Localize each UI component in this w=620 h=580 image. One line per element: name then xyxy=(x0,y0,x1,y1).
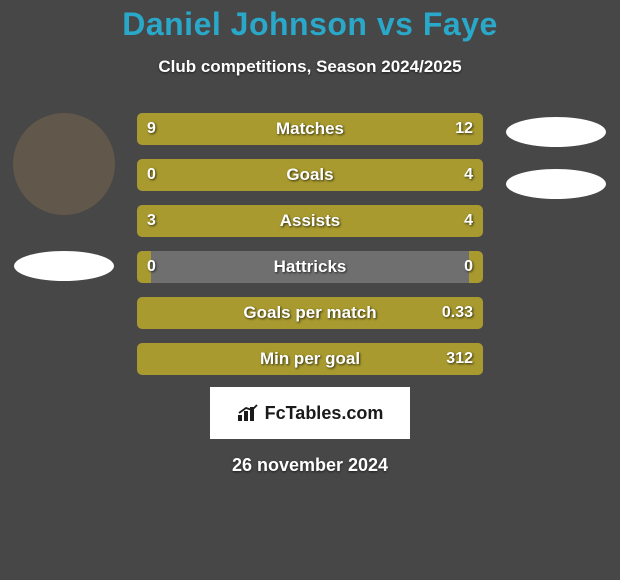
stat-value-left: 0 xyxy=(147,159,156,191)
stat-row: 0.33Goals per match xyxy=(137,297,483,329)
stat-value-right: 4 xyxy=(464,205,473,237)
player1-column xyxy=(9,113,119,281)
subtitle: Club competitions, Season 2024/2025 xyxy=(0,57,620,77)
brand-badge: FcTables.com xyxy=(210,387,410,439)
stat-value-right: 312 xyxy=(446,343,473,375)
player2-column xyxy=(501,113,611,199)
stat-label: Hattricks xyxy=(137,251,483,283)
page-title: Daniel Johnson vs Faye xyxy=(0,6,620,43)
title-player1: Daniel Johnson xyxy=(122,6,367,42)
player2-flag-2 xyxy=(506,169,606,199)
date-text: 26 november 2024 xyxy=(232,455,388,476)
footer: FcTables.com 26 november 2024 xyxy=(0,387,620,476)
player2-flag-1 xyxy=(506,117,606,147)
stat-fill-left xyxy=(137,159,483,191)
comparison-body: 912Matches04Goals34Assists00Hattricks0.3… xyxy=(0,113,620,375)
stat-fill-left xyxy=(137,297,483,329)
stat-fill-left xyxy=(137,113,275,145)
stat-row: 912Matches xyxy=(137,113,483,145)
brand-text: FcTables.com xyxy=(265,403,384,424)
stat-fill-right xyxy=(275,113,483,145)
player1-flag xyxy=(14,251,114,281)
stat-value-left: 3 xyxy=(147,205,156,237)
chart-icon xyxy=(237,404,259,422)
stat-row: 0 0Hattricks xyxy=(137,251,483,283)
stat-fill-right xyxy=(286,205,483,237)
stat-row: 04Goals xyxy=(137,159,483,191)
stat-value-right: 0.33 xyxy=(442,297,473,329)
title-player2: Faye xyxy=(423,6,498,42)
stats-column: 912Matches04Goals34Assists00Hattricks0.3… xyxy=(137,113,483,375)
title-vs: vs xyxy=(377,6,414,42)
stat-fill-left xyxy=(137,205,286,237)
stat-fill-left xyxy=(137,343,483,375)
player1-avatar xyxy=(13,113,115,215)
stat-value-right: 0 xyxy=(464,251,473,283)
stat-value-left: 0 xyxy=(147,251,156,283)
stat-value-right: 4 xyxy=(464,159,473,191)
stat-row: 312Min per goal xyxy=(137,343,483,375)
stat-value-left: 9 xyxy=(147,113,156,145)
infographic-root: Daniel Johnson vs Faye Club competitions… xyxy=(0,0,620,476)
stat-value-right: 12 xyxy=(455,113,473,145)
stat-row: 34Assists xyxy=(137,205,483,237)
